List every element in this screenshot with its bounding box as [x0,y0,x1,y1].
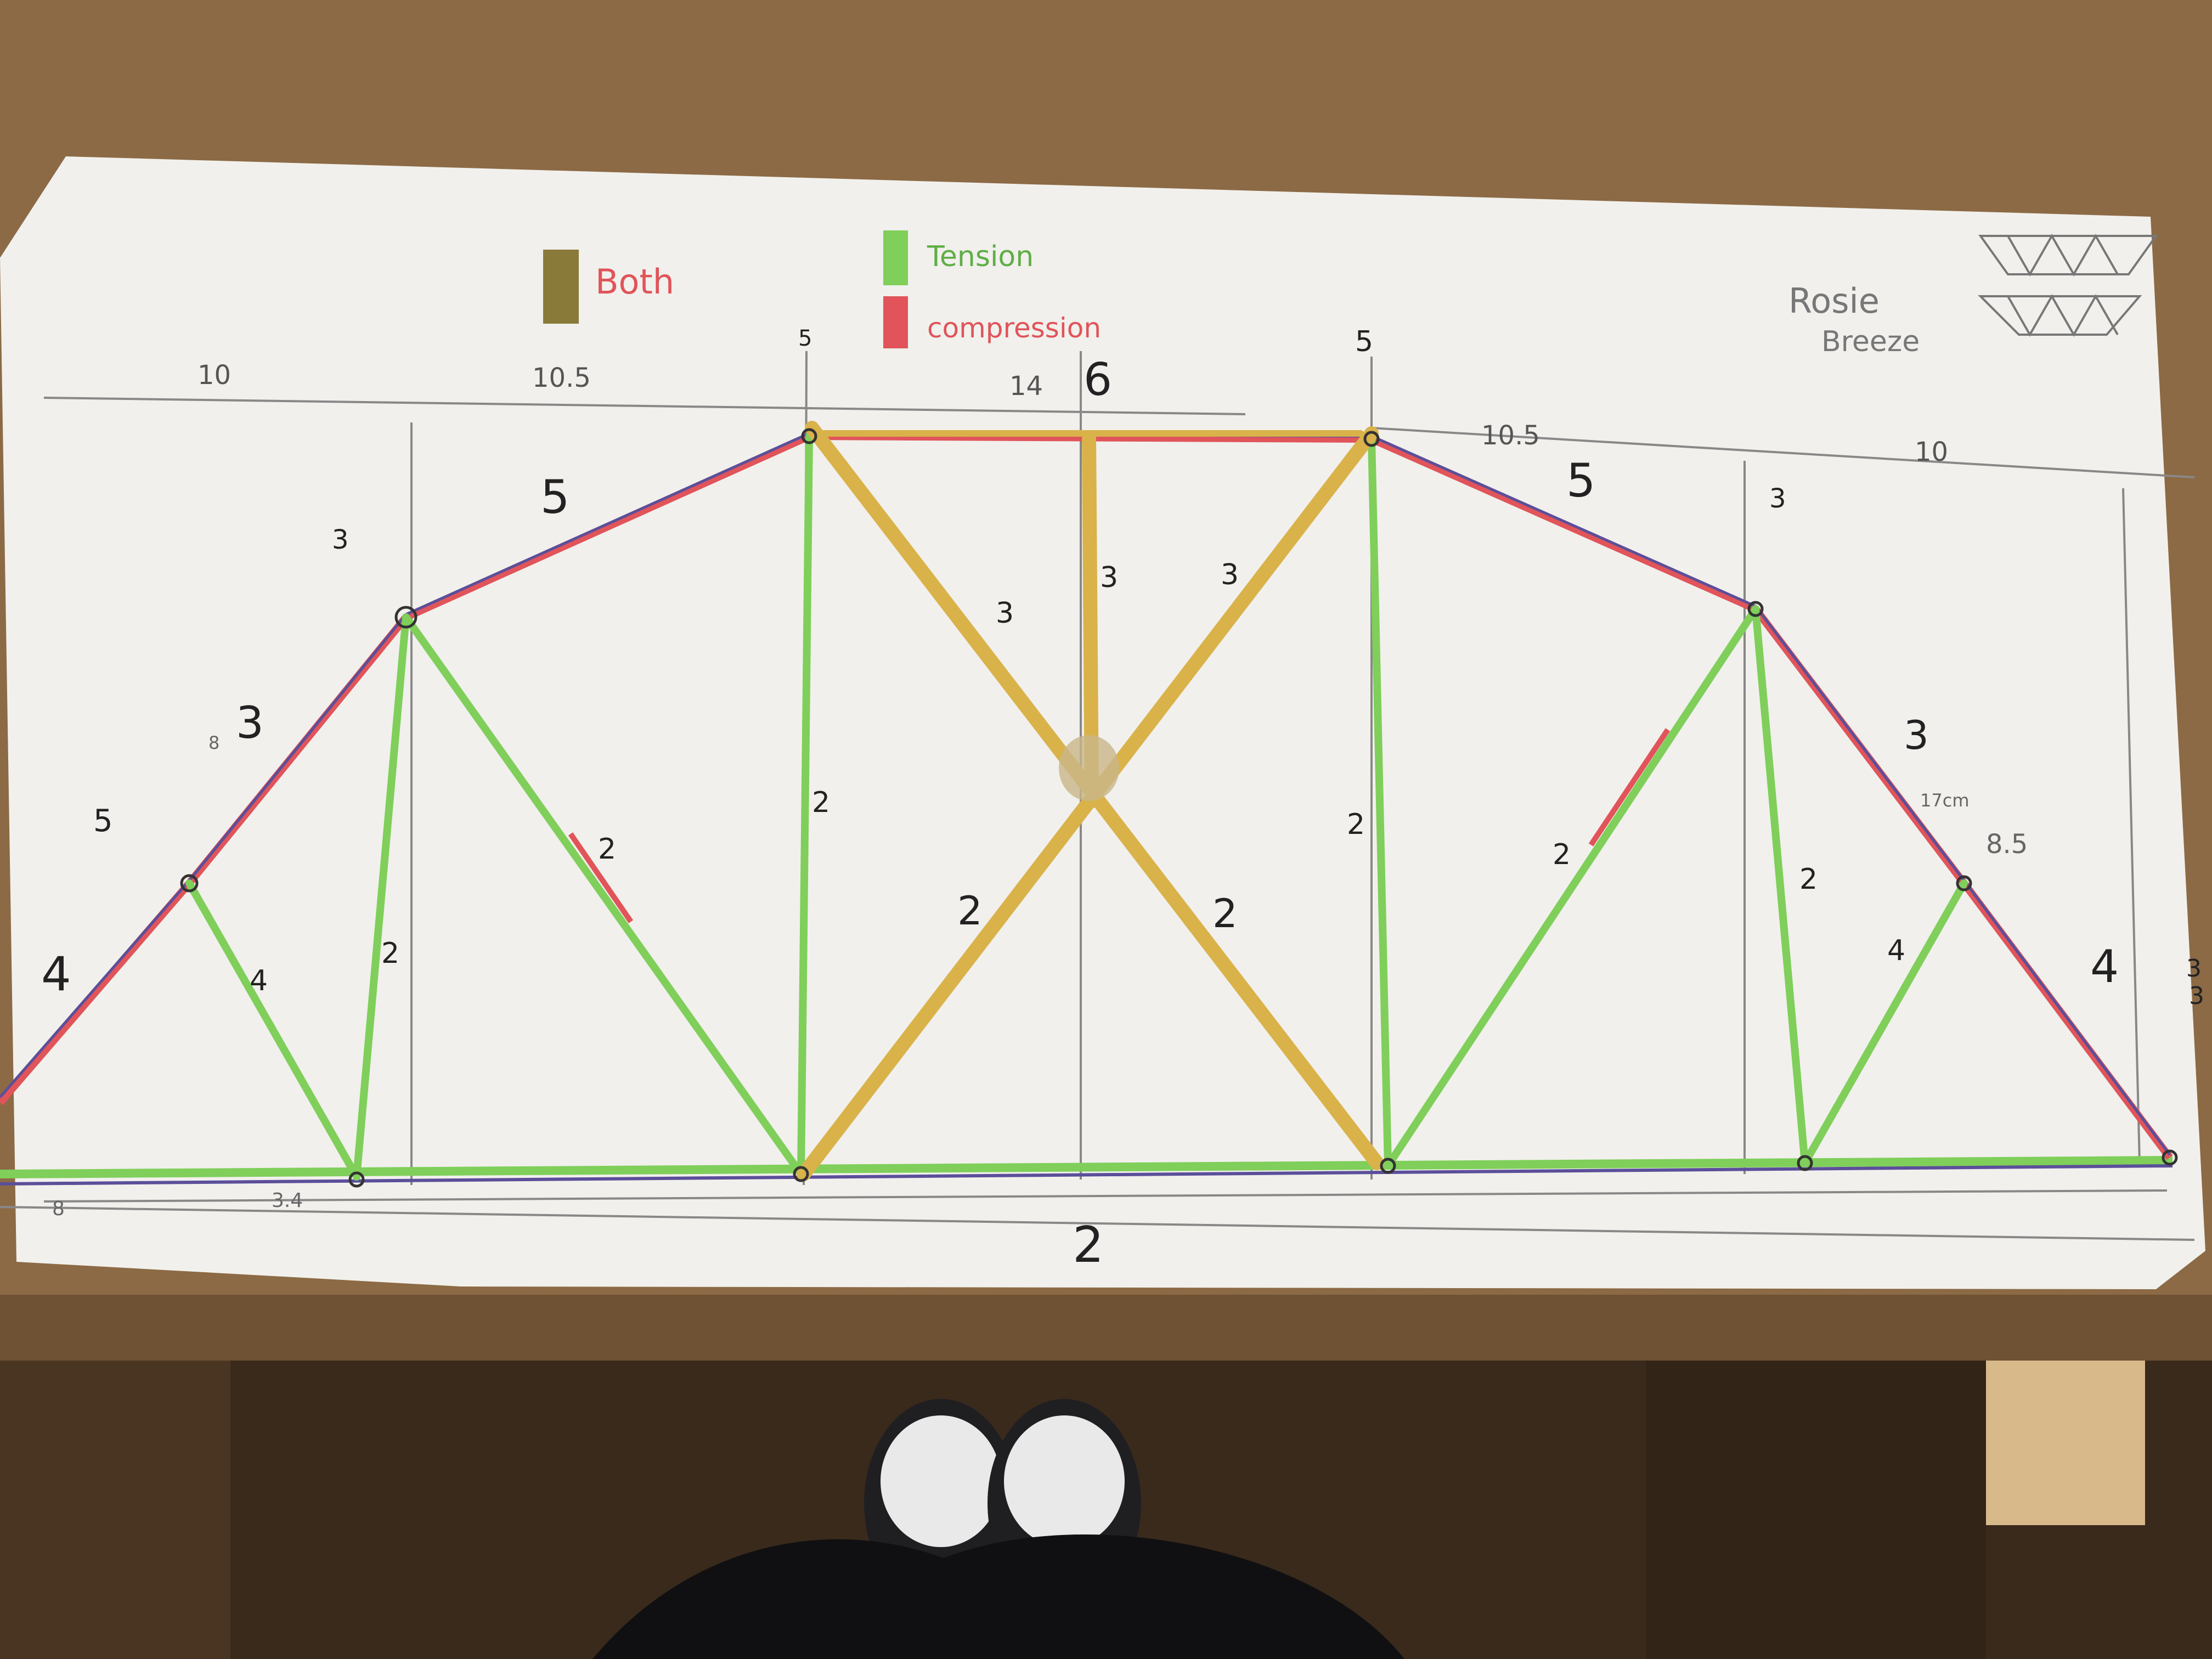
legend-swatch-compression [883,296,908,348]
label-far-right: 3 [2186,955,2202,983]
label-x-upper-right: 3 [1221,558,1239,591]
tension-members [185,432,1968,1181]
author-last-name: Breeze [1821,325,1920,358]
label-node-left-mid: 3 [332,524,349,555]
label-diag-right: 2 [1553,838,1571,871]
bench-leg-right [1986,1361,2145,1525]
dim-right-1: 10.5 [1481,420,1540,451]
label-bottom-left-2: 3.4 [272,1189,303,1212]
compression-accent [568,728,1671,923]
dim-left-2: 10.5 [532,363,591,393]
dim-left-1: 10 [198,360,231,391]
legend-tension-label: Tension [927,240,1034,273]
label-vertical-right: 2 [1799,863,1818,896]
label-right-cm: 17cm [1920,790,1969,811]
dim-center: 14 [1009,371,1043,402]
floor-plank-1 [0,1361,230,1659]
left-shoe-tip [881,1415,1001,1547]
label-node-right-mid: 3 [1769,483,1786,514]
label-node-left-top: 5 [798,326,812,351]
label-center-post: 3 [1100,561,1118,594]
label-top-chord-right: 5 [1566,454,1595,507]
label-right-end: 4 [2090,941,2119,993]
legend-compression-label: compression [927,312,1101,344]
label-node-right-top: 5 [1355,325,1373,358]
right-shoe-tip [1004,1415,1125,1547]
dim-right-2: 10 [1915,437,1948,467]
label-x-lower-left: 2 [957,888,983,934]
label-node-left-low: 5 [93,803,113,839]
label-right-upper-chord: 3 [1904,712,1929,758]
label-right-85: 8.5 [1986,829,2028,860]
label-left-upper-chord: 3 [236,697,264,748]
label-vertical-center-left: 2 [812,786,830,819]
label-vertical-center-right: 2 [1347,808,1365,841]
label-x-lower-right: 2 [1212,890,1238,936]
label-vertical-left: 2 [381,937,399,970]
legend-both-label: Both [595,262,674,302]
label-left-small: 8 [208,732,219,753]
glue-joint [1059,735,1119,801]
dark-clothing [592,1534,1404,1659]
label-diag-left: 2 [598,833,616,866]
label-bottom-chord: 2 [1073,1216,1104,1274]
legend-swatch-tension [883,230,908,285]
label-top-chord-left: 5 [540,470,569,524]
label-node-right-low: 3 [2189,982,2204,1010]
floor-plank-2 [1646,1361,1986,1659]
label-x-upper-left: 3 [996,597,1014,630]
label-left-end: 4 [41,947,71,1002]
legend-swatch-both [543,250,579,324]
paper-sheet [0,156,2205,1289]
workbench-edge [0,1295,2212,1361]
label-top-center: 6 [1084,354,1112,406]
label-bottom-left: 8 [52,1198,65,1220]
joints [180,428,2178,1188]
author-first-name: Rosie [1788,281,1880,321]
label-small-diag-left: 4 [250,964,268,997]
mini-truss-sketches [1978,233,2158,337]
label-small-diag-right: 4 [1887,934,1905,967]
